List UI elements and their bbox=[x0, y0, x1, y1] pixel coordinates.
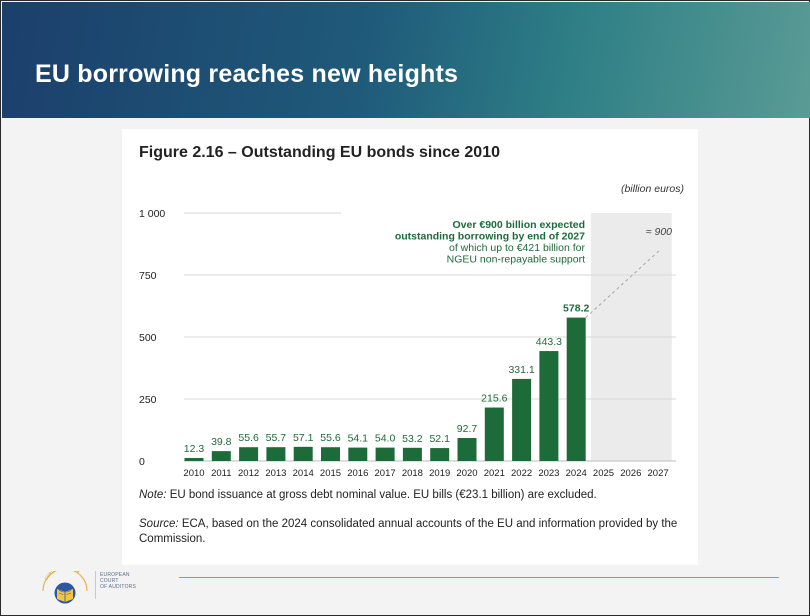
logo-text: EUROPEAN COURT OF AUDITORS bbox=[100, 572, 136, 590]
bar-value-label: 331.1 bbox=[508, 364, 534, 376]
figure-note: Note: EU bond issuance at gross debt nom… bbox=[139, 488, 684, 503]
bar-value-label: 578.2 bbox=[563, 303, 589, 315]
bar-value-label: 55.6 bbox=[238, 432, 259, 444]
y-tick-label: 750 bbox=[139, 270, 157, 282]
x-tick-label: 2012 bbox=[238, 468, 259, 479]
y-tick-label: 0 bbox=[139, 456, 145, 468]
bar bbox=[239, 447, 259, 461]
x-tick-label: 2015 bbox=[320, 468, 341, 479]
bar-value-label: 53.2 bbox=[402, 433, 423, 445]
x-tick-label: 2011 bbox=[211, 468, 231, 479]
bar bbox=[539, 351, 559, 461]
annotation-line: NGEU non-repayable support bbox=[447, 254, 585, 266]
bar bbox=[211, 451, 231, 461]
y-tick-label: 1 000 bbox=[139, 208, 165, 220]
logo-separator bbox=[95, 571, 96, 599]
x-tick-label: 2026 bbox=[620, 468, 641, 479]
x-tick-label: 2020 bbox=[456, 468, 477, 479]
bar-value-label: 52.1 bbox=[429, 433, 450, 445]
x-tick-label: 2016 bbox=[347, 468, 368, 479]
x-tick-label: 2025 bbox=[593, 468, 614, 479]
bar-value-label: 55.6 bbox=[320, 432, 341, 444]
bar bbox=[512, 378, 532, 461]
source-text: ECA, based on the 2024 consolidated annu… bbox=[139, 518, 678, 545]
bar bbox=[457, 438, 477, 461]
bar bbox=[293, 446, 313, 461]
logo-text-line: COURT bbox=[100, 578, 119, 584]
bar-value-label: 57.1 bbox=[293, 432, 314, 444]
x-tick-label: 2023 bbox=[538, 468, 559, 479]
annotation-bold-line: outstanding borrowing by end of 2027 bbox=[395, 231, 585, 243]
unit-label: (billion euros) bbox=[621, 183, 684, 195]
bar-value-label: 54.0 bbox=[375, 433, 396, 445]
bar bbox=[402, 447, 422, 461]
bar-value-label: 92.7 bbox=[457, 423, 478, 435]
bar-value-label: 215.6 bbox=[481, 393, 507, 405]
x-tick-label: 2027 bbox=[648, 468, 669, 479]
eca-logo-icon: CURIA RATIONUM bbox=[39, 565, 91, 610]
x-tick-label: 2010 bbox=[183, 468, 204, 479]
note-text: EU bond issuance at gross debt nominal v… bbox=[166, 489, 597, 501]
source-label: Source: bbox=[139, 518, 179, 530]
x-tick-label: 2021 bbox=[484, 468, 505, 479]
figure-source: Source: ECA, based on the 2024 consolida… bbox=[139, 517, 684, 547]
bar bbox=[484, 407, 504, 461]
x-tick-label: 2019 bbox=[429, 468, 450, 479]
x-tick-label: 2022 bbox=[511, 468, 532, 479]
annotation-line: of which up to €421 billion for bbox=[449, 242, 586, 254]
svg-text:CURIA RATIONUM: CURIA RATIONUM bbox=[43, 571, 80, 581]
logo-text-line: OF AUDITORS bbox=[100, 584, 137, 590]
y-tick-label: 500 bbox=[139, 332, 157, 344]
slide-header: EU borrowing reaches new heights bbox=[2, 2, 810, 118]
bar bbox=[266, 447, 286, 461]
logo-text-line: EUROPEAN bbox=[100, 572, 130, 578]
y-tick-label: 250 bbox=[139, 394, 157, 406]
projection-line bbox=[585, 249, 661, 318]
note-label: Note: bbox=[139, 489, 167, 501]
bar-value-label: 12.3 bbox=[184, 443, 205, 455]
bar bbox=[321, 447, 340, 461]
x-tick-label: 2014 bbox=[293, 468, 314, 479]
x-tick-label: 2013 bbox=[265, 468, 286, 479]
x-tick-label: 2017 bbox=[375, 468, 396, 479]
logo-seal-text: CURIA RATIONUM bbox=[43, 565, 80, 581]
bar-value-label: 55.7 bbox=[266, 432, 287, 444]
bar bbox=[348, 447, 368, 461]
x-tick-label: 2024 bbox=[566, 468, 587, 479]
footer-divider bbox=[179, 577, 779, 578]
figure-title: Figure 2.16 – Outstanding EU bonds since… bbox=[139, 144, 500, 161]
bar-value-label: 443.3 bbox=[536, 336, 562, 348]
x-tick-label: 2018 bbox=[402, 468, 423, 479]
projection-label: ≈ 900 bbox=[646, 226, 672, 238]
bar bbox=[184, 457, 204, 461]
bar-value-label: 39.8 bbox=[211, 436, 232, 448]
annotation-bold-line: Over €900 billion expected bbox=[453, 219, 585, 231]
slide-title: EU borrowing reaches new heights bbox=[35, 60, 459, 88]
bar-value-label: 54.1 bbox=[348, 433, 369, 445]
bar bbox=[375, 447, 395, 461]
bar bbox=[566, 317, 586, 461]
bar bbox=[430, 448, 450, 461]
